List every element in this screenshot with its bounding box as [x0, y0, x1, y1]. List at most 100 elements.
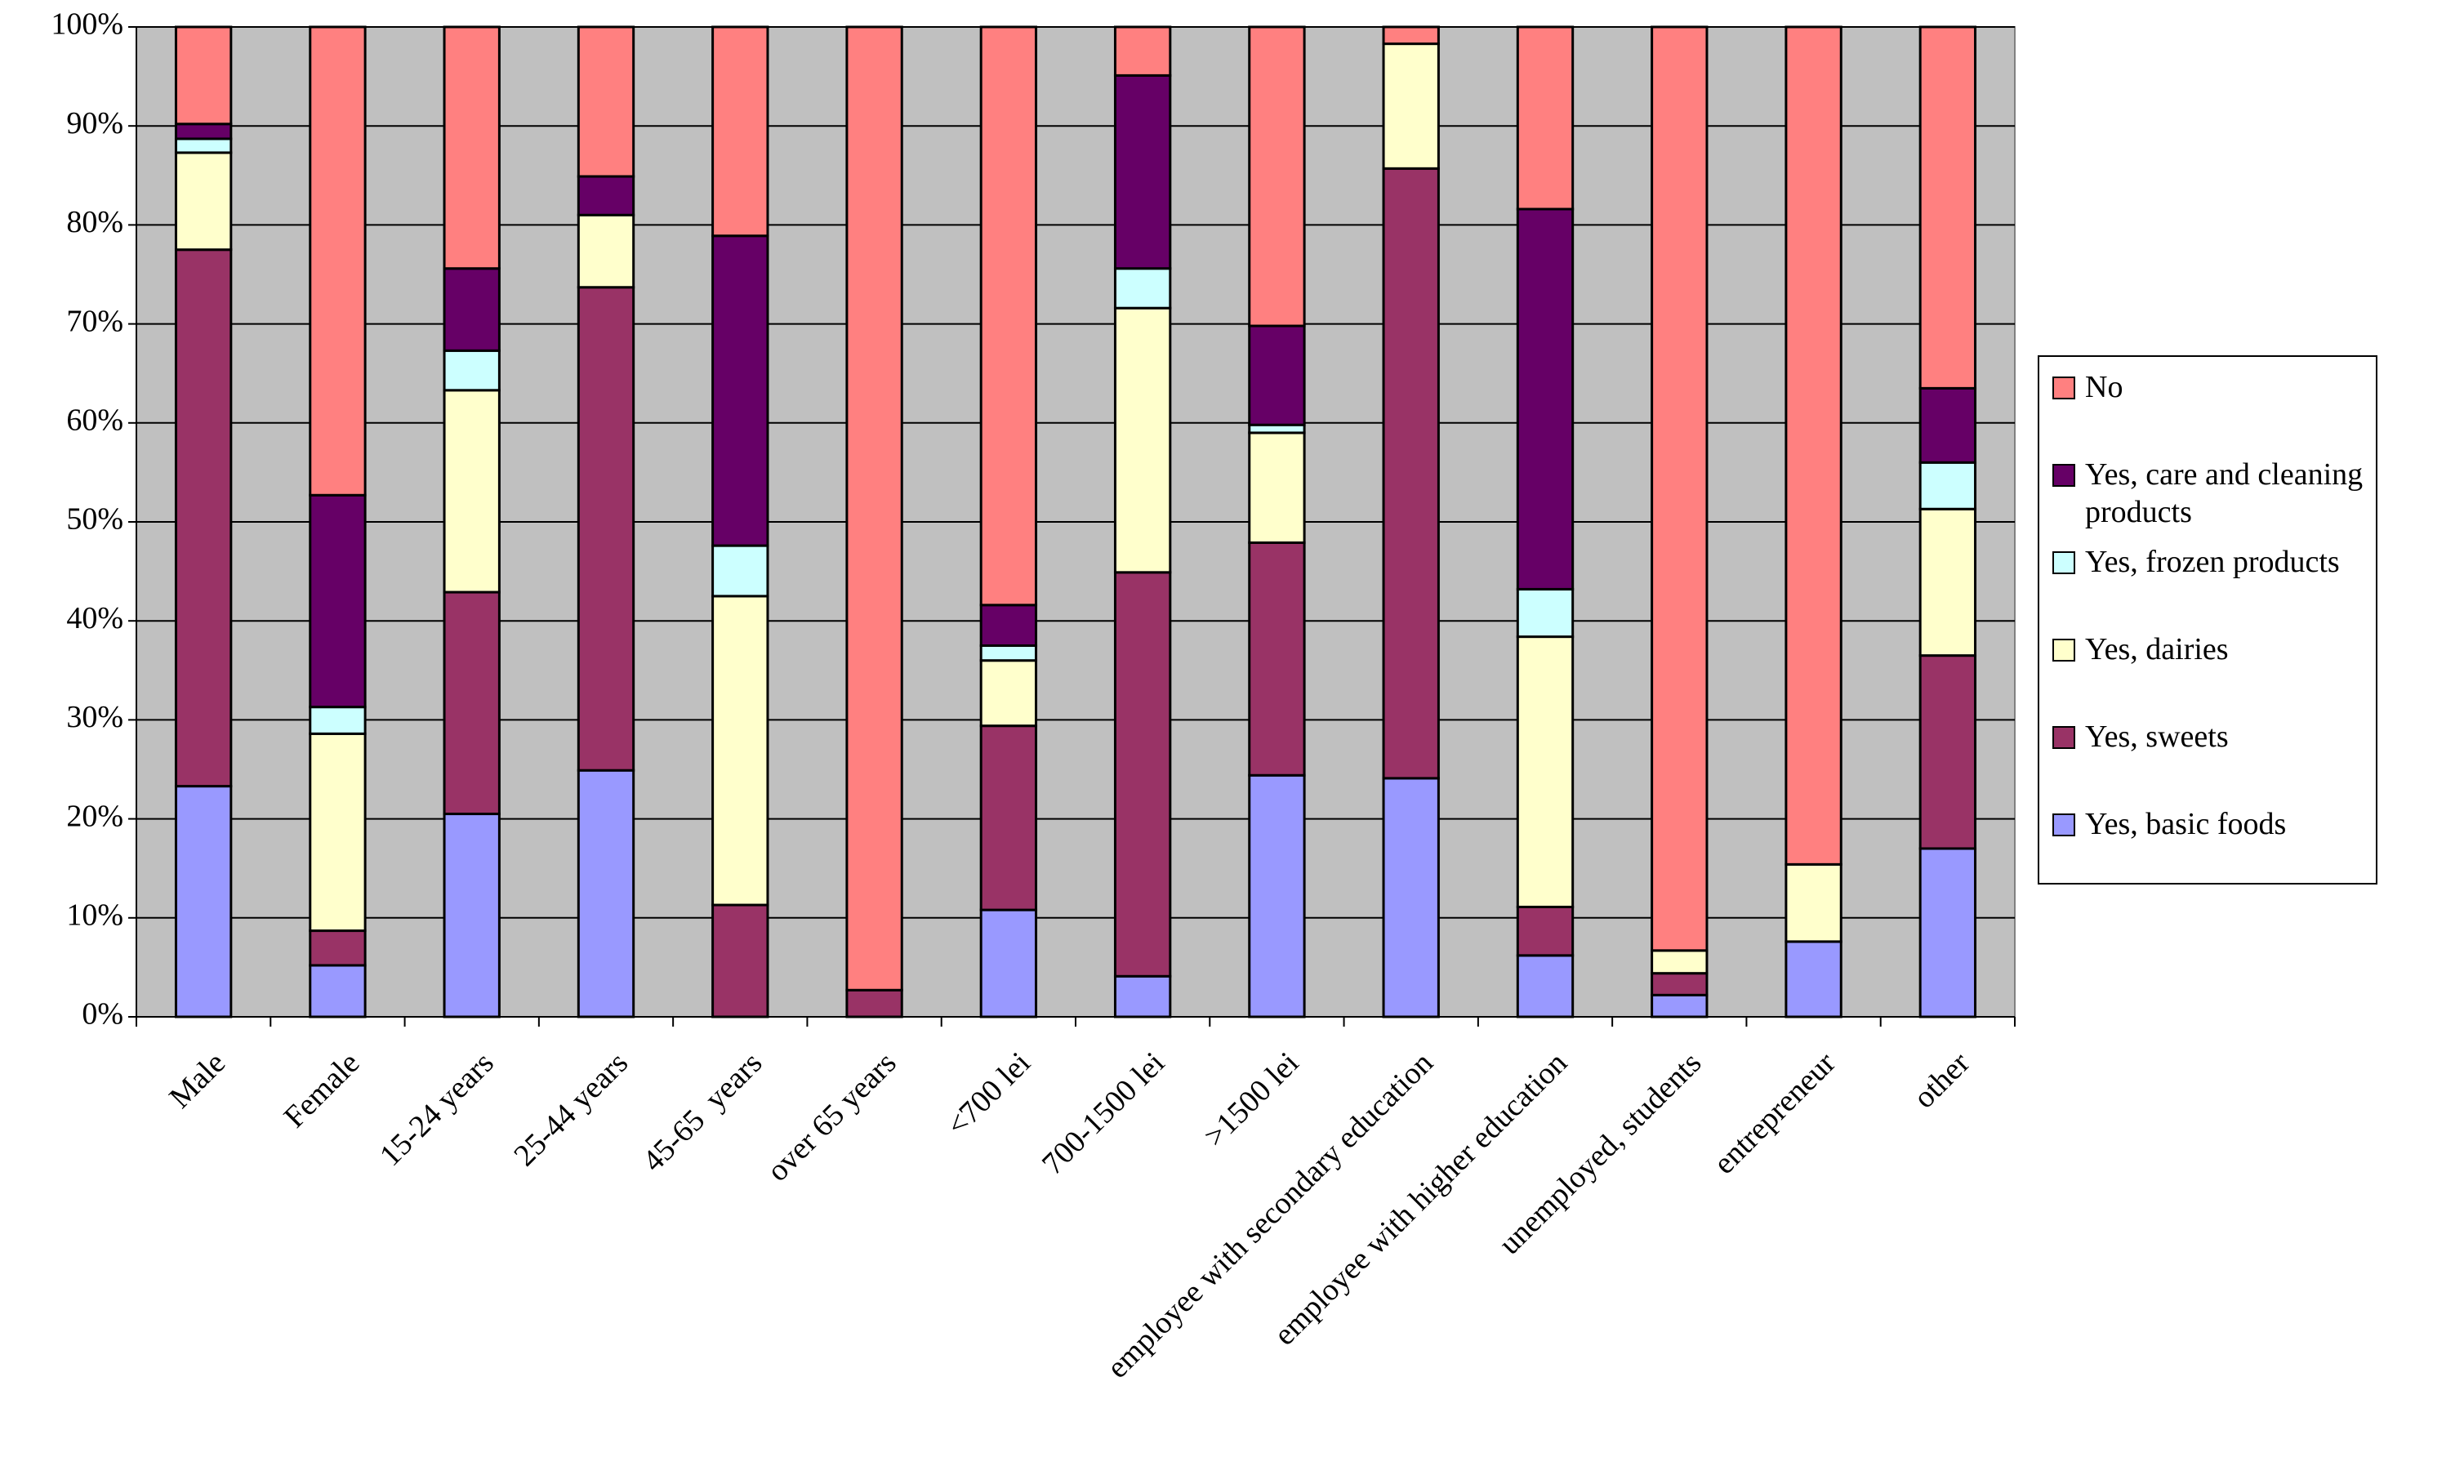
x-tick-label: 15-24 years	[373, 1045, 501, 1173]
bar-segment	[443, 267, 501, 352]
x-tick-label: 25-44 years	[507, 1045, 635, 1173]
bar-segment	[1516, 954, 1575, 1018]
bar-segment	[309, 929, 367, 967]
legend-item: Yes, sweets	[2052, 718, 2369, 805]
legend-item: Yes, basic foods	[2052, 805, 2369, 893]
bar-segment	[1516, 587, 1575, 639]
bar-segment	[309, 732, 367, 933]
bar-segment	[1918, 654, 1977, 850]
bar-segment	[845, 988, 903, 1018]
bar-segment	[1248, 431, 1306, 544]
bar-segment	[979, 25, 1038, 607]
bar-segment	[1382, 25, 1440, 46]
bar-segment	[174, 785, 233, 1018]
y-tick-label: 50%	[66, 502, 123, 537]
bar-segment	[1516, 25, 1575, 211]
legend-swatch	[2052, 813, 2075, 836]
bar-segment	[1918, 461, 1977, 510]
legend-label: Yes, dairies	[2085, 632, 2229, 666]
legend-item: Yes, dairies	[2052, 631, 2369, 718]
bar-segment	[1248, 25, 1306, 328]
x-tick-label: entrepreneur	[1707, 1045, 1842, 1181]
bar-segment	[1785, 940, 1842, 1018]
bar-segment	[1785, 862, 1842, 943]
y-tick-label: 90%	[66, 106, 123, 140]
bar-segment	[1785, 25, 1842, 866]
legend-swatch	[2052, 377, 2075, 399]
legend-item: Yes, frozen products	[2052, 543, 2369, 631]
bar-segment	[1516, 905, 1575, 957]
bar-segment	[979, 724, 1038, 911]
bar-segment	[577, 25, 635, 178]
bar-segment	[577, 769, 635, 1018]
bar-segment	[577, 286, 635, 772]
bar-segment	[443, 590, 501, 816]
x-tick-label: 700-1500 lei	[1036, 1045, 1171, 1181]
bar-segment	[443, 349, 501, 392]
legend-swatch	[2052, 726, 2075, 749]
y-tick-label: 40%	[66, 601, 123, 635]
bar-segment	[443, 389, 501, 594]
bar-segment	[1918, 847, 1977, 1018]
legend-label: Yes, care and cleaning products	[2085, 457, 2364, 529]
bar-segment	[174, 25, 233, 126]
legend-label: Yes, sweets	[2085, 720, 2229, 754]
bar-segment	[1113, 974, 1172, 1018]
bar-segment	[1113, 267, 1172, 310]
bar-segment	[1651, 25, 1709, 952]
bar-segment	[1651, 949, 1709, 975]
bar-segment	[1248, 324, 1306, 426]
bar-segment	[711, 595, 769, 907]
bar-segment	[711, 234, 769, 547]
legend-label: No	[2085, 370, 2123, 404]
bar-segment	[711, 544, 769, 598]
bar-segment	[174, 248, 233, 788]
legend-swatch	[2052, 464, 2075, 487]
legend: No Yes, care and cleaning products Yes, fr…	[2038, 355, 2377, 885]
bar-segment	[1918, 25, 1977, 390]
bar-segment	[309, 493, 367, 709]
y-tick-label: 0%	[82, 997, 123, 1032]
legend-label: Yes, basic foods	[2085, 807, 2287, 841]
bar-segment	[1113, 74, 1172, 270]
bar-segment	[1113, 306, 1172, 574]
y-tick-label: 20%	[66, 799, 123, 833]
bar-segment	[1382, 777, 1440, 1018]
bar-segment	[1382, 167, 1440, 780]
bar-segment	[979, 604, 1038, 647]
bar-segment	[979, 644, 1038, 662]
bar-segment	[1113, 25, 1172, 77]
y-tick-label: 10%	[66, 898, 123, 933]
bar-segment	[174, 123, 233, 140]
x-tick-label: >1500 lei	[1197, 1045, 1305, 1153]
x-tick-label: 45-65 years	[636, 1045, 769, 1179]
bar-segment	[1651, 993, 1709, 1018]
bar-segment	[979, 659, 1038, 728]
x-tick-label: other	[1907, 1045, 1976, 1115]
bar-segment	[577, 213, 635, 289]
x-tick-label: <700 lei	[940, 1045, 1037, 1143]
bar-segment	[979, 908, 1038, 1018]
y-tick-label: 60%	[66, 403, 123, 438]
bar-segment	[845, 25, 903, 992]
bar-segment	[711, 25, 769, 238]
bar-segment	[1651, 972, 1709, 996]
bar-segment	[1516, 635, 1575, 908]
legend-item: No	[2052, 368, 2369, 456]
bar-segment	[1918, 386, 1977, 464]
legend-swatch	[2052, 551, 2075, 574]
x-tick-label: over 65 years	[760, 1045, 902, 1188]
legend-label: Yes, frozen products	[2085, 545, 2340, 579]
y-tick-label: 100%	[51, 7, 123, 42]
bar-segment	[1382, 42, 1440, 170]
legend-swatch	[2052, 639, 2075, 662]
bar-segment	[309, 964, 367, 1018]
bar-segment	[309, 706, 367, 735]
bar-segment	[443, 25, 501, 270]
bar-segment	[1113, 571, 1172, 978]
x-tick-label: Female	[278, 1045, 367, 1134]
bar-segment	[443, 813, 501, 1018]
bar-segment	[711, 903, 769, 1018]
